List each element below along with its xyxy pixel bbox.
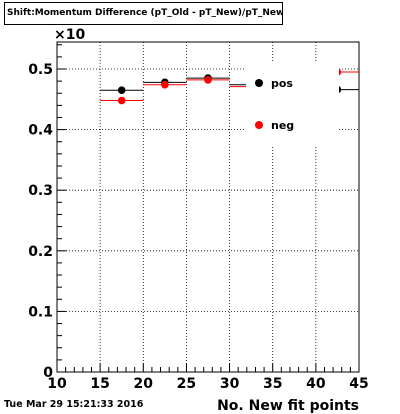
y-tick-label: 0 [43, 365, 53, 381]
y-tick-label: 0.5 [28, 62, 53, 78]
legend: pos neg [246, 63, 339, 145]
legend-box [246, 63, 339, 145]
series-pos-point [118, 86, 126, 94]
y-tick-label: 0.3 [28, 183, 53, 199]
x-axis-title: No. New fit points [217, 398, 359, 414]
legend-marker-neg [255, 121, 263, 129]
x-tick-label: 45 [349, 376, 368, 392]
x-tick-label: 15 [90, 376, 109, 392]
legend-label-pos: pos [271, 77, 293, 90]
series-neg-point [161, 81, 169, 89]
timestamp: Tue Mar 29 15:21:33 2016 [4, 399, 143, 410]
series-neg-point [204, 76, 212, 84]
series-neg-point [118, 97, 126, 105]
x-tick-label: 35 [263, 376, 282, 392]
y-tick-label: 0.1 [28, 304, 53, 320]
legend-marker-pos [255, 79, 263, 87]
y-tick-label: 0.4 [28, 123, 53, 139]
y-multiplier-label: ×10 [54, 27, 85, 43]
x-tick-label: 20 [134, 376, 154, 392]
x-tick-label: 30 [220, 376, 240, 392]
x-tick-label: 40 [306, 376, 326, 392]
x-tick-label: 25 [177, 376, 196, 392]
y-tick-label: 0.2 [28, 244, 53, 260]
legend-label-neg: neg [271, 119, 294, 132]
